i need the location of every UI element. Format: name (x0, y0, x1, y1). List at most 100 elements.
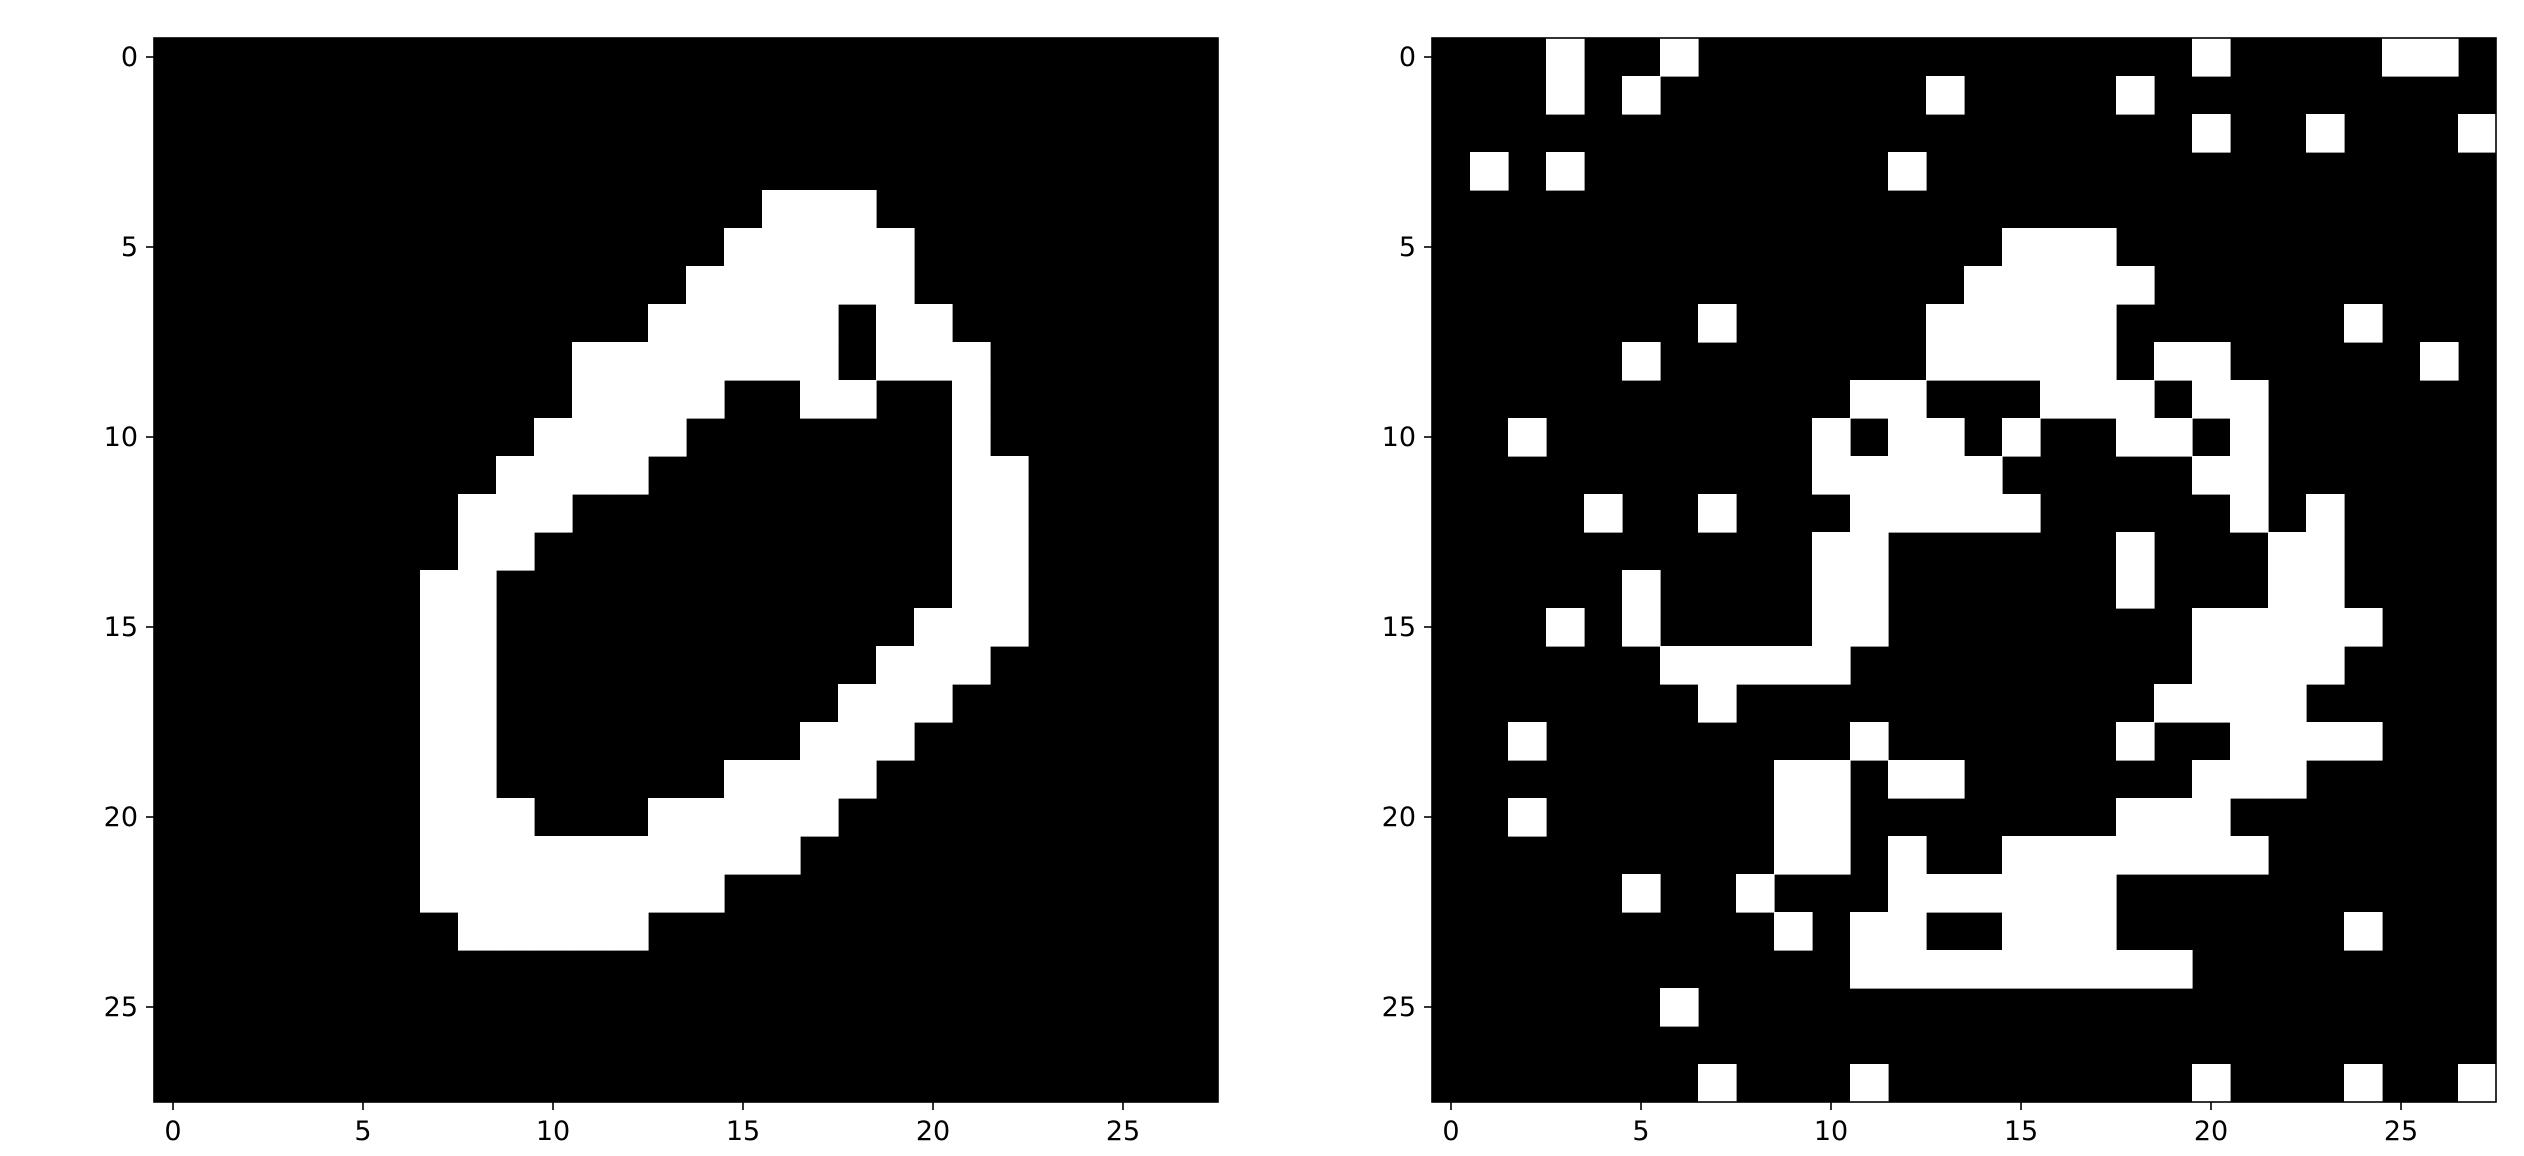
pixel-cell (1698, 646, 1737, 685)
pixel-cell (1926, 494, 1965, 533)
pixel-cell (2002, 418, 2041, 457)
pixel-cell (2192, 760, 2231, 799)
pixel-cell (1964, 494, 2003, 533)
pixel-cell (1774, 798, 1813, 837)
pixel-cell (2192, 342, 2231, 381)
pixel-cell (2268, 646, 2307, 685)
pixel-cell (496, 532, 535, 571)
pixel-cell (496, 798, 535, 837)
pixel-cell (2192, 456, 2231, 495)
pixel-cell (2040, 342, 2079, 381)
pixel-cell (1888, 912, 1927, 951)
pixel-cell (2002, 266, 2041, 305)
pixel-cell (724, 798, 763, 837)
pixel-cell (2002, 950, 2041, 989)
pixel-cell (2268, 570, 2307, 609)
pixel-cell (762, 798, 801, 837)
y-tick-label: 25 (1382, 992, 1416, 1023)
pixel-cell (2154, 836, 2193, 875)
pixel-cell (1736, 874, 1775, 913)
pixel-cell (1850, 494, 1889, 533)
pixel-cell (2002, 304, 2041, 343)
pixel-cell (1926, 950, 1965, 989)
pixel-cell (2344, 1064, 2383, 1103)
pixel-cell (1546, 608, 1585, 647)
pixel-cell (1660, 38, 1699, 77)
pixel-cell (458, 874, 497, 913)
pixel-cell (876, 266, 915, 305)
pixel-cell (2078, 912, 2117, 951)
pixel-cell (610, 456, 649, 495)
pixel-cell (2306, 114, 2345, 153)
pixel-cell (2192, 38, 2231, 77)
pixel-cell (838, 760, 877, 799)
pixel-cell (1622, 874, 1661, 913)
pixel-cell (2230, 380, 2269, 419)
pixel-cell (2116, 76, 2155, 115)
pixel-cell (952, 380, 991, 419)
pixel-cell (2078, 266, 2117, 305)
pixel-cell (648, 418, 687, 457)
pixel-cell (420, 760, 459, 799)
pixel-cell (2268, 532, 2307, 571)
pixel-cell (2230, 836, 2269, 875)
pixel-cell (2230, 760, 2269, 799)
pixel-cell (876, 646, 915, 685)
pixel-cell (2344, 304, 2383, 343)
pixel-cell (724, 228, 763, 267)
pixel-cell (2420, 342, 2459, 381)
x-tick-label: 10 (1814, 1116, 1848, 1147)
pixel-cell (800, 760, 839, 799)
y-tick-label: 5 (1399, 232, 1416, 263)
pixel-cell (2420, 38, 2459, 77)
pixel-cell (458, 646, 497, 685)
pixel-cell (838, 266, 877, 305)
pixel-cell (458, 684, 497, 723)
pixel-cell (2116, 950, 2155, 989)
pixel-cell (952, 418, 991, 457)
pixel-cell (952, 646, 991, 685)
x-tick-label: 25 (1106, 1116, 1140, 1147)
pixel-cell (2078, 874, 2117, 913)
pixel-cell (1850, 570, 1889, 609)
pixel-cell (1698, 684, 1737, 723)
pixel-cell (1850, 722, 1889, 761)
pixel-cell (2002, 228, 2041, 267)
pixel-cell (1660, 988, 1699, 1027)
pixel-cell (2078, 836, 2117, 875)
y-tick-label: 10 (1382, 422, 1416, 453)
pixel-cell (1812, 608, 1851, 647)
pixel-cell (1622, 342, 1661, 381)
pixel-cell (762, 266, 801, 305)
pixel-cell (534, 456, 573, 495)
pixel-cell (686, 798, 725, 837)
pixel-cell (914, 684, 953, 723)
pixel-cell (2192, 114, 2231, 153)
axes-frame (153, 37, 1219, 1103)
pixel-cell (762, 760, 801, 799)
pixel-cell (2192, 646, 2231, 685)
pixel-cell (2078, 228, 2117, 267)
pixel-cell (458, 608, 497, 647)
pixel-cell (2116, 798, 2155, 837)
pixel-cell (800, 228, 839, 267)
pixel-cell (800, 380, 839, 419)
left-image-panel: 0 5 10 15 20 25 0 5 10 15 20 25 (104, 37, 1219, 1147)
pixel-cell (876, 722, 915, 761)
pixel-cell (952, 494, 991, 533)
pixel-cell (1812, 532, 1851, 571)
pixel-cell (1926, 874, 1965, 913)
pixel-cell (800, 190, 839, 229)
pixel-cell (914, 342, 953, 381)
pixel-cell (610, 836, 649, 875)
pixel-cell (1508, 418, 1547, 457)
pixel-cell (838, 228, 877, 267)
pixel-cell (2306, 646, 2345, 685)
pixel-cell (2192, 380, 2231, 419)
pixel-cell (2040, 266, 2079, 305)
pixel-cell (2268, 608, 2307, 647)
pixel-cell (686, 266, 725, 305)
pixel-cell (2458, 114, 2497, 153)
y-tick-label: 5 (121, 232, 138, 263)
pixel-cell (496, 836, 535, 875)
